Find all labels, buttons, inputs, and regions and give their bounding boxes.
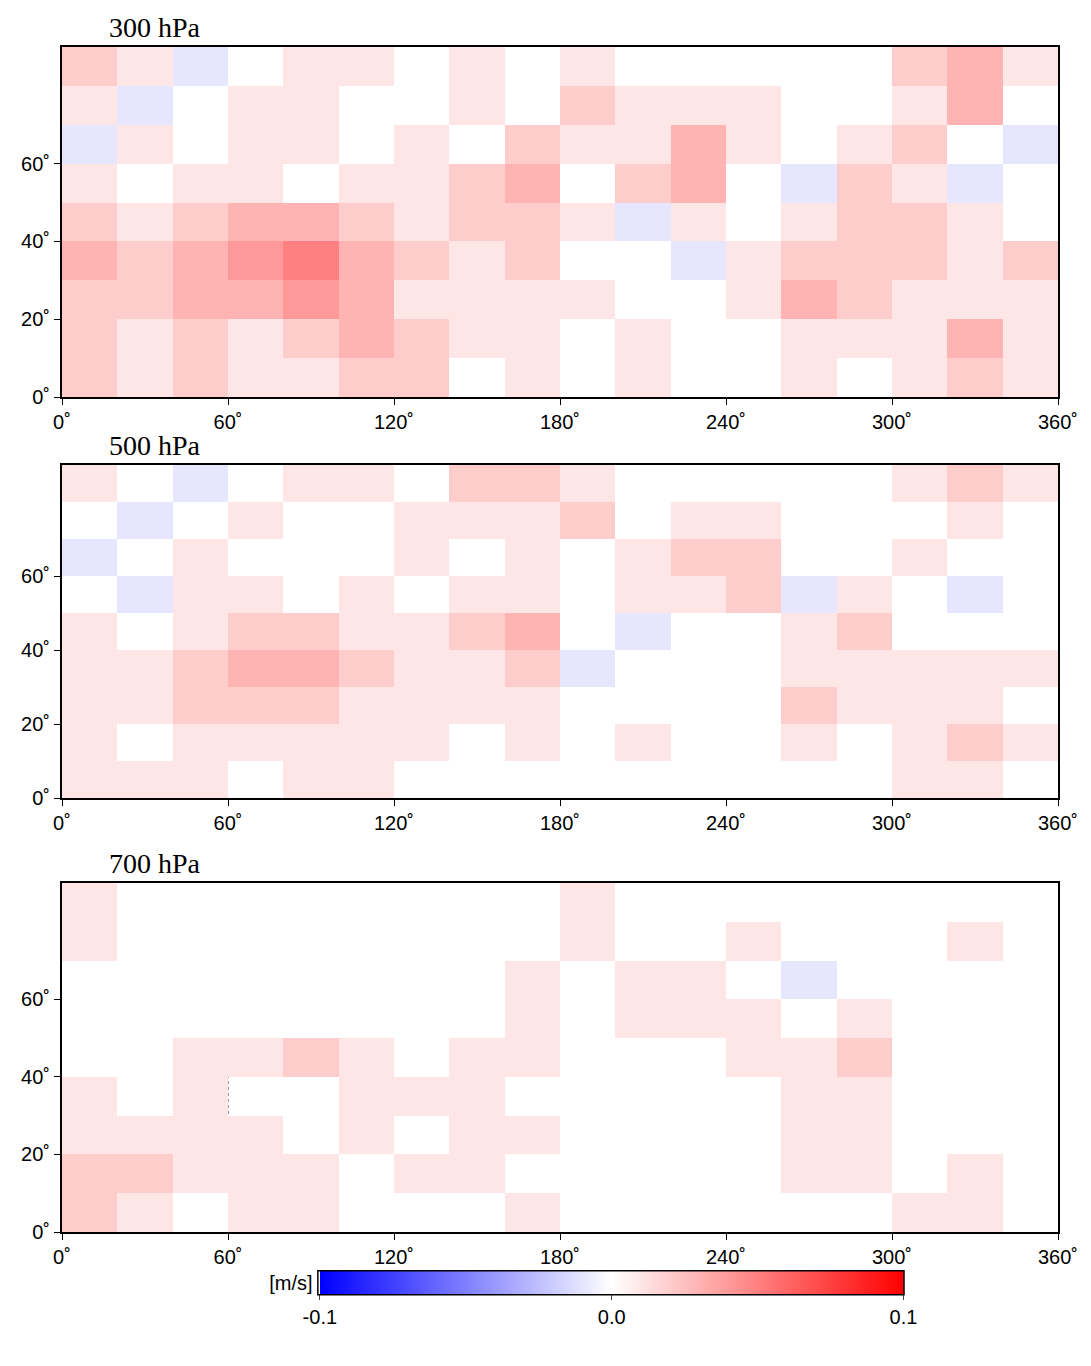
- svg-text:0˚: 0˚: [53, 812, 71, 834]
- svg-text:240˚: 240˚: [706, 812, 746, 834]
- svg-text:360˚: 360˚: [1038, 812, 1078, 834]
- svg-text:300˚: 300˚: [872, 1246, 912, 1268]
- svg-text:180˚: 180˚: [540, 1246, 580, 1268]
- svg-text:180˚: 180˚: [540, 812, 580, 834]
- svg-text:120˚: 120˚: [374, 1246, 414, 1268]
- svg-text:360˚: 360˚: [1038, 1246, 1078, 1268]
- svg-text:20˚: 20˚: [21, 1143, 50, 1165]
- svg-text:60˚: 60˚: [214, 1246, 243, 1268]
- svg-text:300˚: 300˚: [872, 411, 912, 433]
- svg-text:500 hPa: 500 hPa: [109, 430, 201, 461]
- svg-text:0˚: 0˚: [32, 787, 50, 809]
- svg-text:40˚: 40˚: [21, 639, 50, 661]
- svg-text:40˚: 40˚: [21, 1066, 50, 1088]
- svg-text:240˚: 240˚: [706, 1246, 746, 1268]
- svg-text:60˚: 60˚: [21, 565, 50, 587]
- svg-text:40˚: 40˚: [21, 230, 50, 252]
- svg-text:0.1: 0.1: [890, 1306, 918, 1328]
- svg-text:240˚: 240˚: [706, 411, 746, 433]
- svg-text:120˚: 120˚: [374, 812, 414, 834]
- svg-text:0˚: 0˚: [32, 386, 50, 408]
- svg-text:60˚: 60˚: [214, 812, 243, 834]
- svg-text:360˚: 360˚: [1038, 411, 1078, 433]
- svg-text:20˚: 20˚: [21, 713, 50, 735]
- svg-text:300 hPa: 300 hPa: [109, 12, 201, 43]
- svg-text:[m/s]: [m/s]: [269, 1272, 312, 1294]
- svg-text:20˚: 20˚: [21, 308, 50, 330]
- svg-text:180˚: 180˚: [540, 411, 580, 433]
- svg-text:60˚: 60˚: [21, 153, 50, 175]
- svg-text:700 hPa: 700 hPa: [109, 848, 201, 879]
- svg-text:60˚: 60˚: [21, 988, 50, 1010]
- svg-text:120˚: 120˚: [374, 411, 414, 433]
- svg-text:300˚: 300˚: [872, 812, 912, 834]
- svg-text:0˚: 0˚: [32, 1221, 50, 1243]
- svg-text:0.0: 0.0: [598, 1306, 626, 1328]
- svg-text:0˚: 0˚: [53, 1246, 71, 1268]
- svg-text:0˚: 0˚: [53, 411, 71, 433]
- svg-text:60˚: 60˚: [214, 411, 243, 433]
- svg-text:-0.1: -0.1: [303, 1306, 337, 1328]
